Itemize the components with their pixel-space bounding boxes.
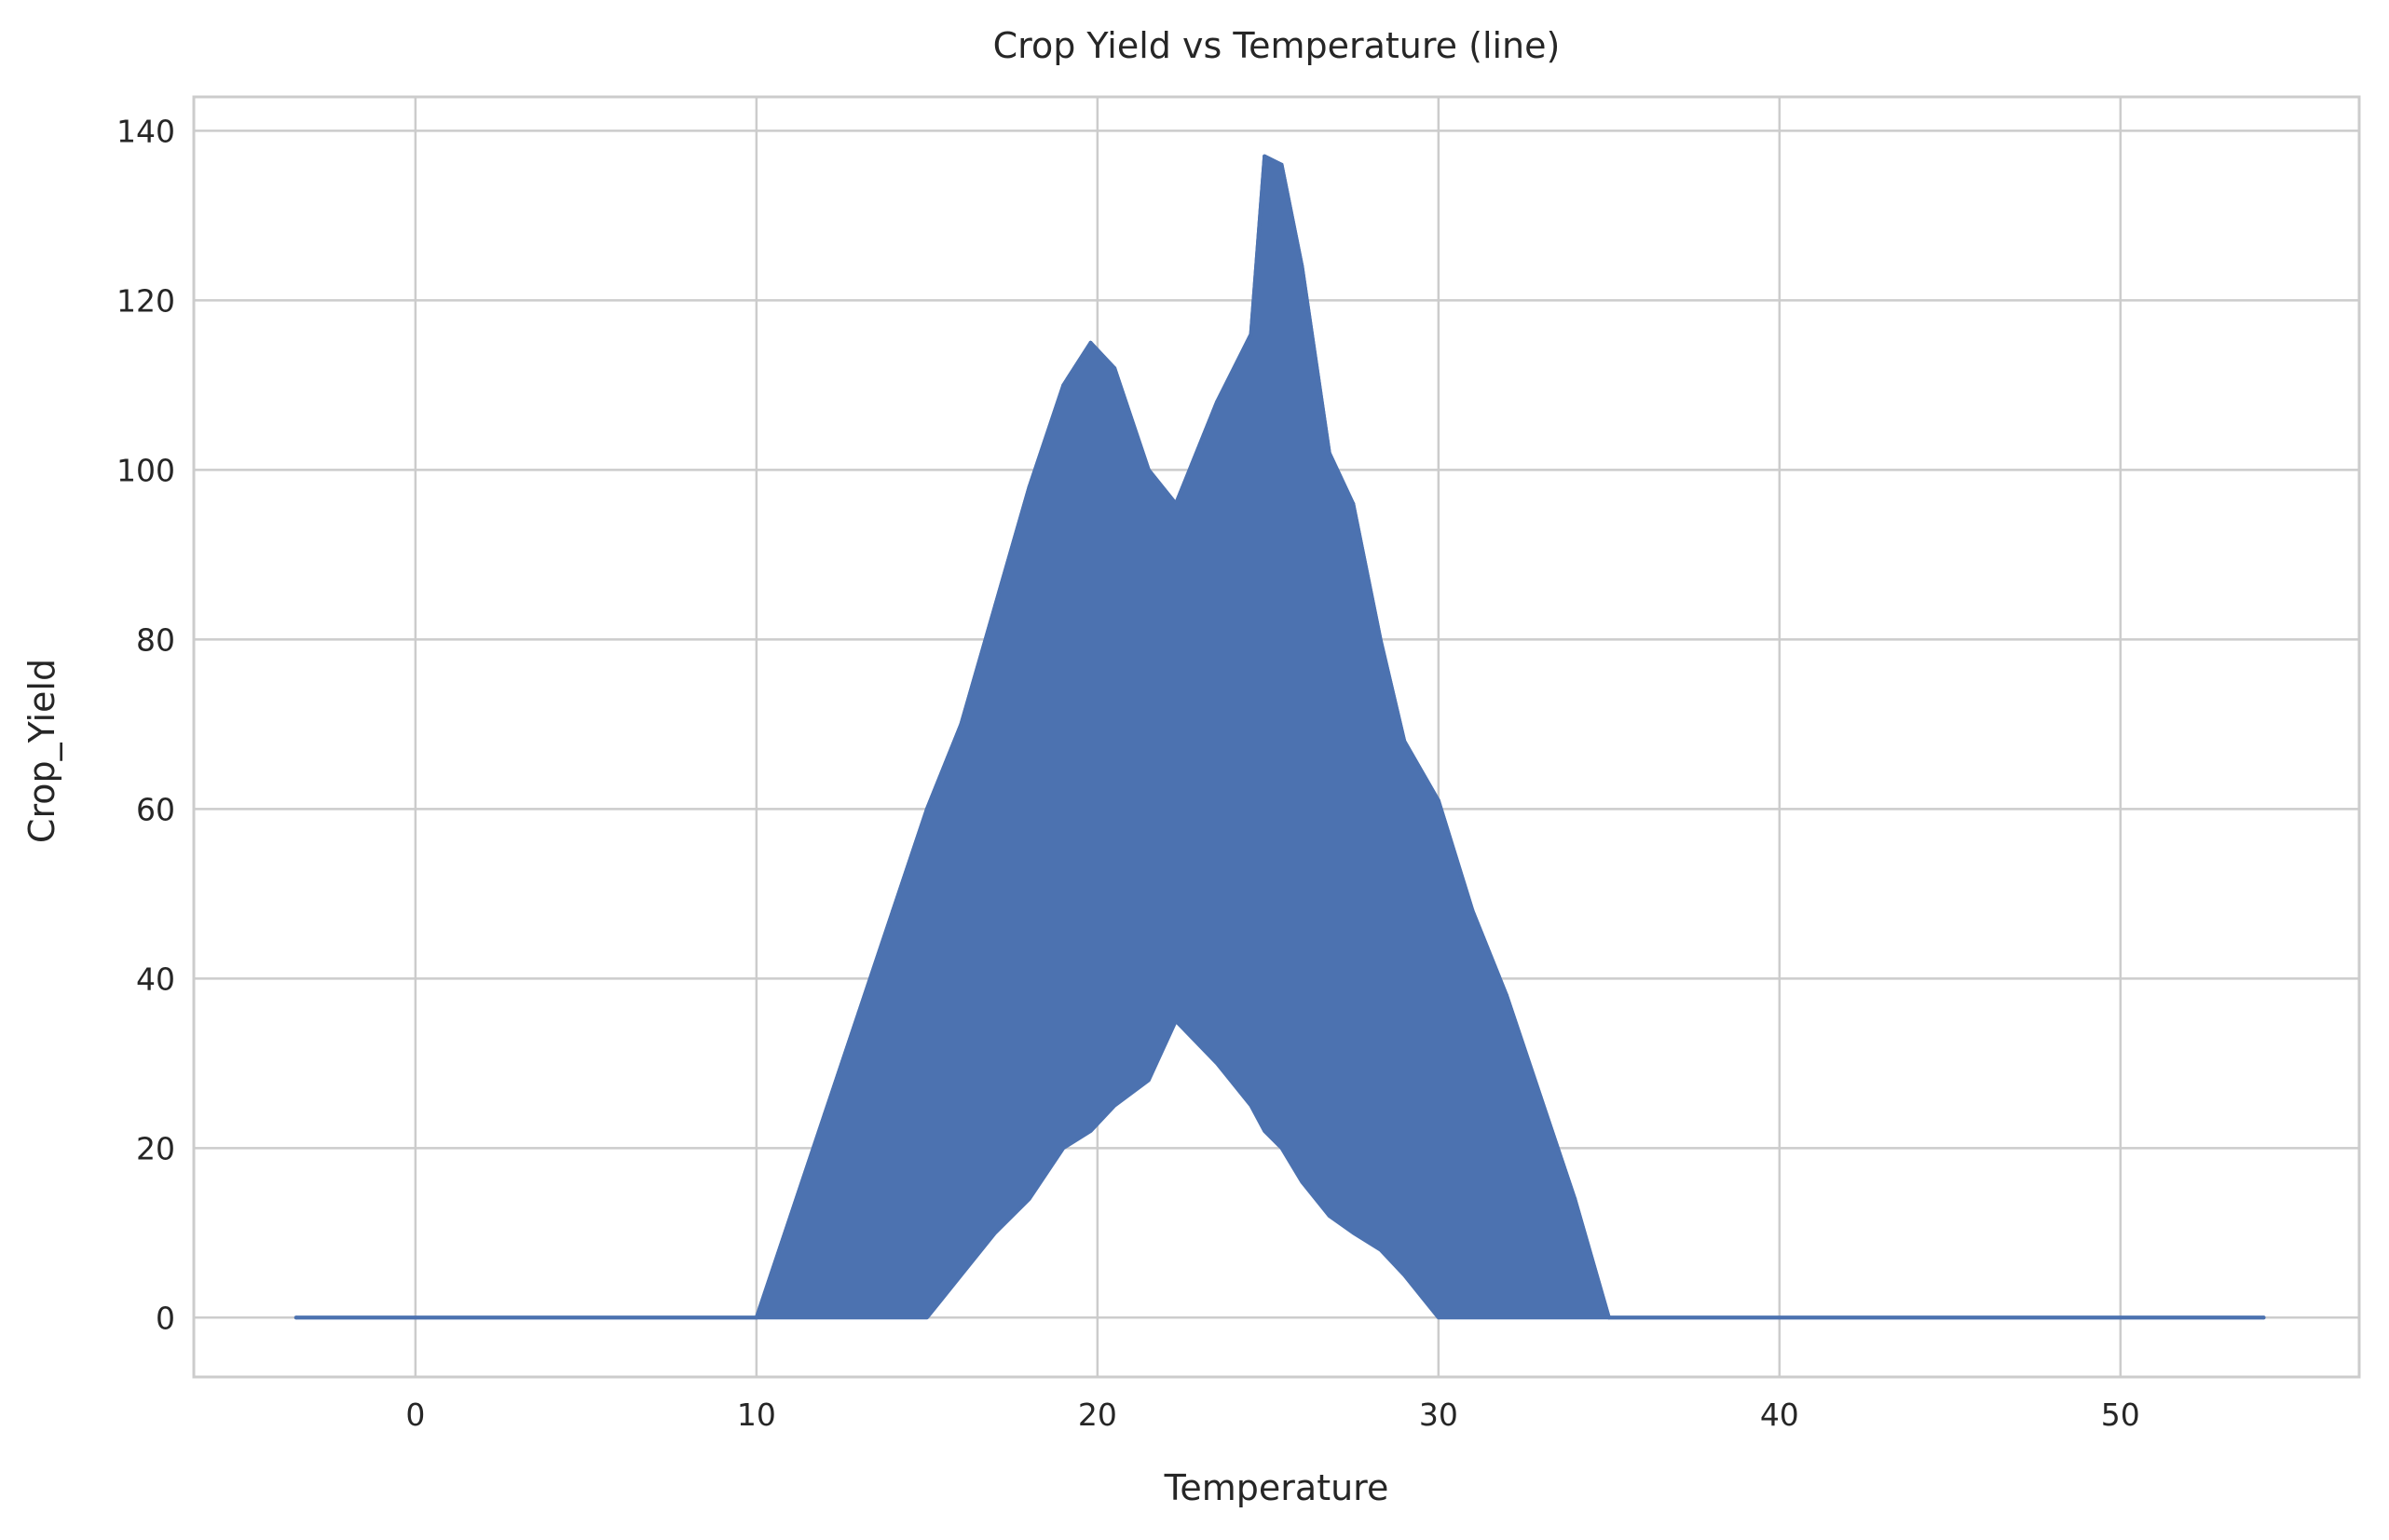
data-point	[1263, 154, 1267, 158]
data-point	[856, 1010, 861, 1015]
data-point	[1088, 340, 1093, 345]
data-point	[1061, 383, 1066, 388]
data-point	[823, 1111, 827, 1116]
y-tick-label: 20	[136, 1130, 175, 1166]
x-axis-label: Temperature	[1164, 1467, 1389, 1508]
data-point	[1146, 468, 1151, 472]
chart-title: Crop Yield vs Temperature (line)	[993, 25, 1561, 66]
data-point	[1378, 637, 1383, 642]
x-tick-label: 0	[405, 1397, 425, 1433]
x-tick-label: 40	[1760, 1397, 1799, 1433]
data-point	[2261, 1315, 2266, 1320]
data-point	[1249, 332, 1253, 336]
y-tick-label: 80	[136, 621, 175, 658]
x-tick-label: 10	[737, 1397, 776, 1433]
data-point	[891, 908, 895, 913]
data-point	[1351, 501, 1356, 506]
y-tick-label: 0	[156, 1300, 175, 1336]
data-point	[1436, 798, 1440, 803]
data-point	[754, 1315, 758, 1320]
x-tick-label: 30	[1419, 1397, 1458, 1433]
y-tick-label: 140	[116, 113, 175, 149]
series-envelope	[294, 154, 2266, 1320]
data-point	[1606, 1315, 1611, 1320]
data-point	[1505, 993, 1508, 998]
x-tick-label: 50	[2101, 1397, 2140, 1433]
data-point	[1027, 484, 1031, 489]
x-tick-label: 20	[1078, 1397, 1117, 1433]
tick-labels: 0 10 20 30 40 50 0 20 40 60 80 100 120 140	[116, 113, 2140, 1433]
data-point	[1174, 501, 1178, 506]
data-point	[1113, 366, 1117, 371]
data-point	[294, 1315, 298, 1320]
data-point	[788, 1214, 793, 1219]
y-tick-label: 60	[136, 791, 175, 827]
data-point	[1279, 162, 1284, 167]
data-point	[959, 722, 963, 727]
data-point	[1573, 1196, 1577, 1201]
data-point	[1215, 400, 1219, 404]
plot-area	[294, 154, 2266, 1320]
y-tick-label: 120	[116, 282, 175, 319]
data-point	[1538, 1095, 1543, 1099]
data-point	[1300, 265, 1304, 268]
y-tick-label: 40	[136, 961, 175, 997]
plot-frame	[192, 95, 2361, 1379]
y-tick-label: 100	[116, 452, 175, 488]
data-point	[993, 604, 998, 607]
data-point	[1470, 908, 1475, 913]
data-point	[924, 807, 929, 811]
data-point	[1327, 451, 1331, 456]
data-point	[1402, 739, 1407, 743]
y-axis-label: Crop_Yield	[21, 659, 62, 843]
